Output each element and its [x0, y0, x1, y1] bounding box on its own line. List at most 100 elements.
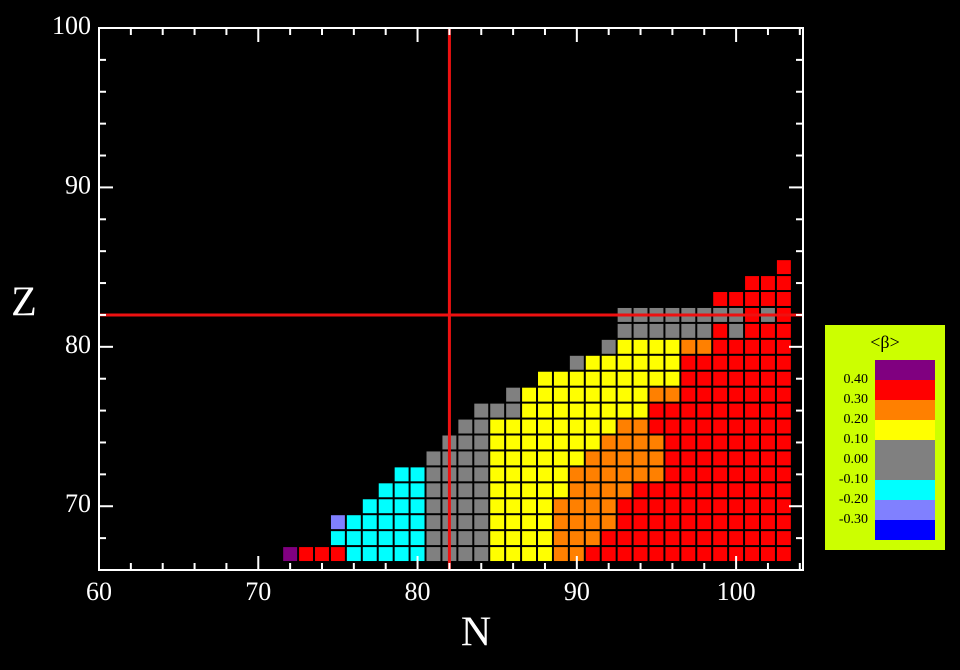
cell — [745, 547, 759, 562]
cell — [601, 515, 616, 530]
cell — [569, 499, 584, 514]
cell — [458, 435, 473, 450]
cell — [745, 483, 759, 498]
cell — [506, 483, 521, 498]
cell — [410, 499, 425, 514]
cell — [346, 547, 361, 562]
cell — [553, 467, 568, 482]
cell — [410, 483, 425, 498]
cell — [617, 451, 632, 466]
cell — [633, 323, 648, 338]
cell — [745, 403, 759, 418]
cell — [585, 547, 600, 562]
cell — [522, 403, 537, 418]
cell — [585, 355, 600, 370]
cell — [729, 355, 744, 370]
cell — [378, 499, 393, 514]
cell — [601, 387, 616, 402]
cell — [362, 547, 377, 562]
cell — [553, 371, 568, 386]
cell — [553, 435, 568, 450]
cell — [330, 547, 345, 562]
cell — [633, 483, 648, 498]
cell — [601, 499, 616, 514]
cell — [617, 483, 632, 498]
cell — [681, 451, 696, 466]
cell — [760, 483, 775, 498]
cell — [346, 515, 361, 530]
cell — [506, 531, 521, 546]
cell — [522, 547, 537, 562]
cell — [713, 419, 728, 434]
cell — [665, 499, 680, 514]
cell — [776, 515, 791, 530]
y-tick-label: 70 — [65, 489, 91, 518]
legend-swatch — [875, 420, 935, 440]
y-tick-label: 90 — [65, 170, 91, 199]
cell — [362, 531, 377, 546]
cell — [713, 355, 728, 370]
cell — [569, 467, 584, 482]
cell — [426, 515, 441, 530]
cell — [538, 547, 552, 562]
cell — [745, 387, 759, 402]
cell — [490, 419, 505, 434]
cell — [681, 387, 696, 402]
cell — [617, 435, 632, 450]
cell — [776, 531, 791, 546]
cell — [713, 547, 728, 562]
cell — [633, 419, 648, 434]
cell — [474, 451, 489, 466]
cell — [760, 387, 775, 402]
cell — [474, 483, 489, 498]
cell — [633, 531, 648, 546]
cell — [585, 467, 600, 482]
cell — [522, 451, 537, 466]
cell — [426, 547, 441, 562]
cell — [776, 435, 791, 450]
cell — [474, 467, 489, 482]
cell — [729, 483, 744, 498]
cell — [729, 371, 744, 386]
cell — [585, 515, 600, 530]
cell — [681, 467, 696, 482]
cell — [665, 515, 680, 530]
cell — [665, 467, 680, 482]
cell — [649, 339, 664, 354]
cell — [601, 355, 616, 370]
cell — [633, 451, 648, 466]
x-tick-label: 60 — [86, 577, 112, 606]
cell — [697, 435, 712, 450]
cell — [490, 451, 505, 466]
legend-swatch — [875, 440, 935, 480]
cell — [760, 339, 775, 354]
cell — [713, 339, 728, 354]
cell — [697, 387, 712, 402]
cell — [697, 547, 712, 562]
cell — [538, 371, 552, 386]
legend-swatch — [875, 500, 935, 520]
legend-label: -0.10 — [839, 472, 868, 487]
cell — [585, 419, 600, 434]
cell — [681, 515, 696, 530]
cell — [649, 467, 664, 482]
cell — [553, 515, 568, 530]
cell — [522, 467, 537, 482]
cell — [585, 451, 600, 466]
cell — [776, 451, 791, 466]
cell — [649, 355, 664, 370]
cell — [681, 403, 696, 418]
cell — [649, 515, 664, 530]
cell — [490, 467, 505, 482]
cell — [729, 451, 744, 466]
cell — [299, 547, 314, 562]
cell — [633, 403, 648, 418]
cell — [729, 531, 744, 546]
cell — [506, 387, 521, 402]
cell — [697, 371, 712, 386]
cell — [617, 323, 632, 338]
cell — [729, 547, 744, 562]
cell — [410, 467, 425, 482]
cell — [713, 323, 728, 338]
cell — [378, 531, 393, 546]
